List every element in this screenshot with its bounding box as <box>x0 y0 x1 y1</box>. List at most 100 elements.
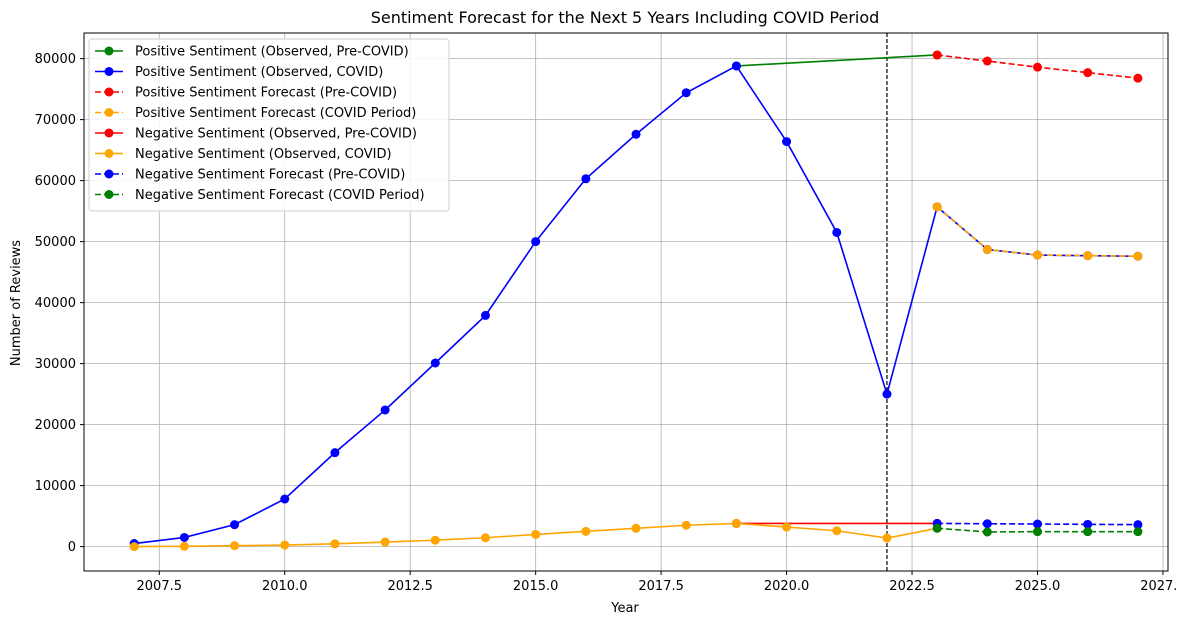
y-tick-label: 80000 <box>35 52 76 67</box>
data-point <box>731 61 741 71</box>
data-point <box>631 129 641 139</box>
data-point <box>1033 527 1043 537</box>
data-point <box>932 523 942 533</box>
data-point <box>129 542 139 552</box>
x-tick-label: 2020.0 <box>764 579 810 594</box>
data-point <box>1083 251 1093 261</box>
x-tick-label: 2027.5 <box>1140 579 1178 594</box>
series-line <box>736 54 938 67</box>
data-point <box>882 389 892 399</box>
data-point <box>982 527 992 537</box>
legend-box <box>88 38 450 212</box>
data-point <box>330 539 340 549</box>
data-point <box>681 520 691 530</box>
data-point <box>280 540 290 550</box>
data-point <box>380 537 390 547</box>
series-layer <box>129 50 1143 552</box>
data-point <box>581 526 591 536</box>
y-tick-label: 40000 <box>35 296 76 311</box>
x-tick-label: 2025.0 <box>1015 579 1061 594</box>
data-point <box>1083 68 1093 78</box>
x-axis-label: Year <box>610 601 639 616</box>
data-point <box>1133 520 1143 530</box>
legend-entry: Positive Sentiment (Observed, Pre-COVID) <box>95 45 409 60</box>
data-point <box>832 526 842 536</box>
legend-entry: Negative Sentiment (Observed, COVID) <box>95 147 392 162</box>
data-point <box>882 533 892 543</box>
plot-frame <box>83 32 1169 572</box>
legend-label: Negative Sentiment (Observed, Pre-COVID) <box>135 127 417 142</box>
data-point <box>1083 519 1093 529</box>
x-tick-label: 2022.5 <box>889 579 935 594</box>
legend-entry: Negative Sentiment Forecast (Pre-COVID) <box>95 168 405 183</box>
data-point <box>531 529 541 539</box>
data-point <box>179 541 189 551</box>
legend-swatch-marker <box>104 149 114 158</box>
data-point <box>1033 519 1043 529</box>
legend-swatch-marker <box>104 67 114 76</box>
data-point <box>1133 527 1143 537</box>
series-1 <box>731 50 942 71</box>
series-7 <box>932 518 1143 530</box>
legend-entry: Positive Sentiment (Observed, COVID) <box>95 65 383 80</box>
data-point <box>1133 73 1143 83</box>
legend-entry: Negative Sentiment (Observed, Pre-COVID) <box>95 127 417 142</box>
legend-swatch-marker <box>104 128 114 138</box>
x-tick-label: 2017.5 <box>638 579 684 594</box>
legend-label: Negative Sentiment (Observed, COVID) <box>135 147 392 162</box>
legend-label: Negative Sentiment Forecast (Pre-COVID) <box>135 168 405 183</box>
data-point <box>782 137 792 147</box>
data-point <box>179 532 189 542</box>
series-8 <box>932 523 1143 537</box>
data-point <box>230 541 240 551</box>
data-point <box>982 245 992 255</box>
data-point <box>832 227 842 237</box>
legend-label: Positive Sentiment (Observed, Pre-COVID) <box>135 45 409 60</box>
legend-label: Positive Sentiment Forecast (Pre-COVID) <box>135 86 397 101</box>
data-point <box>782 522 792 532</box>
legend-swatch-marker <box>104 190 114 199</box>
y-tick-label: 60000 <box>35 174 76 189</box>
series-3 <box>932 50 1143 83</box>
grid <box>84 33 1168 571</box>
chart-title: Sentiment Forecast for the Next 5 Years … <box>371 8 880 27</box>
data-point <box>581 174 591 184</box>
legend-swatch-marker <box>104 87 114 97</box>
series-line <box>936 206 1138 258</box>
data-point <box>230 520 240 530</box>
x-tick-label: 2015.0 <box>513 579 559 594</box>
data-point <box>1033 250 1043 260</box>
series-4 <box>932 202 1143 261</box>
data-point <box>1133 251 1143 261</box>
data-point <box>932 50 942 60</box>
data-point <box>731 518 741 528</box>
legend: Positive Sentiment (Observed, Pre-COVID)… <box>88 38 450 212</box>
legend-swatch-marker <box>104 108 114 117</box>
y-tick-label: 20000 <box>35 418 76 433</box>
series-6 <box>129 518 942 552</box>
data-point <box>932 202 942 212</box>
legend-label: Positive Sentiment (Observed, COVID) <box>135 65 383 80</box>
data-point <box>631 523 641 533</box>
legend-swatch-marker <box>104 169 114 179</box>
y-tick-label: 10000 <box>35 479 76 494</box>
x-axis-ticks: 2007.5 2010.0 2012.5 2015.0 2017.5 2020.0 2022… <box>137 571 1178 594</box>
y-tick-label: 30000 <box>35 357 76 372</box>
data-point <box>1033 62 1043 72</box>
y-axis-label: Number of Reviews <box>9 240 24 366</box>
data-point <box>982 519 992 529</box>
legend-label: Positive Sentiment Forecast (COVID Perio… <box>135 106 416 121</box>
legend-label: Negative Sentiment Forecast (COVID Perio… <box>135 188 425 203</box>
x-tick-label: 2012.5 <box>387 579 433 594</box>
x-tick-label: 2007.5 <box>137 579 183 594</box>
x-tick-label: 2010.0 <box>262 579 308 594</box>
data-point <box>531 237 541 247</box>
legend-entry: Positive Sentiment Forecast (Pre-COVID) <box>95 86 397 101</box>
y-tick-label: 50000 <box>35 235 76 250</box>
y-tick-label: 70000 <box>35 113 76 128</box>
data-point <box>681 88 691 98</box>
legend-entry: Positive Sentiment Forecast (COVID Perio… <box>95 106 416 121</box>
legend-swatch-marker <box>104 46 114 56</box>
y-axis-ticks: 0 10000 20000 30000 40000 50000 60000 70000 8000… <box>35 52 84 555</box>
